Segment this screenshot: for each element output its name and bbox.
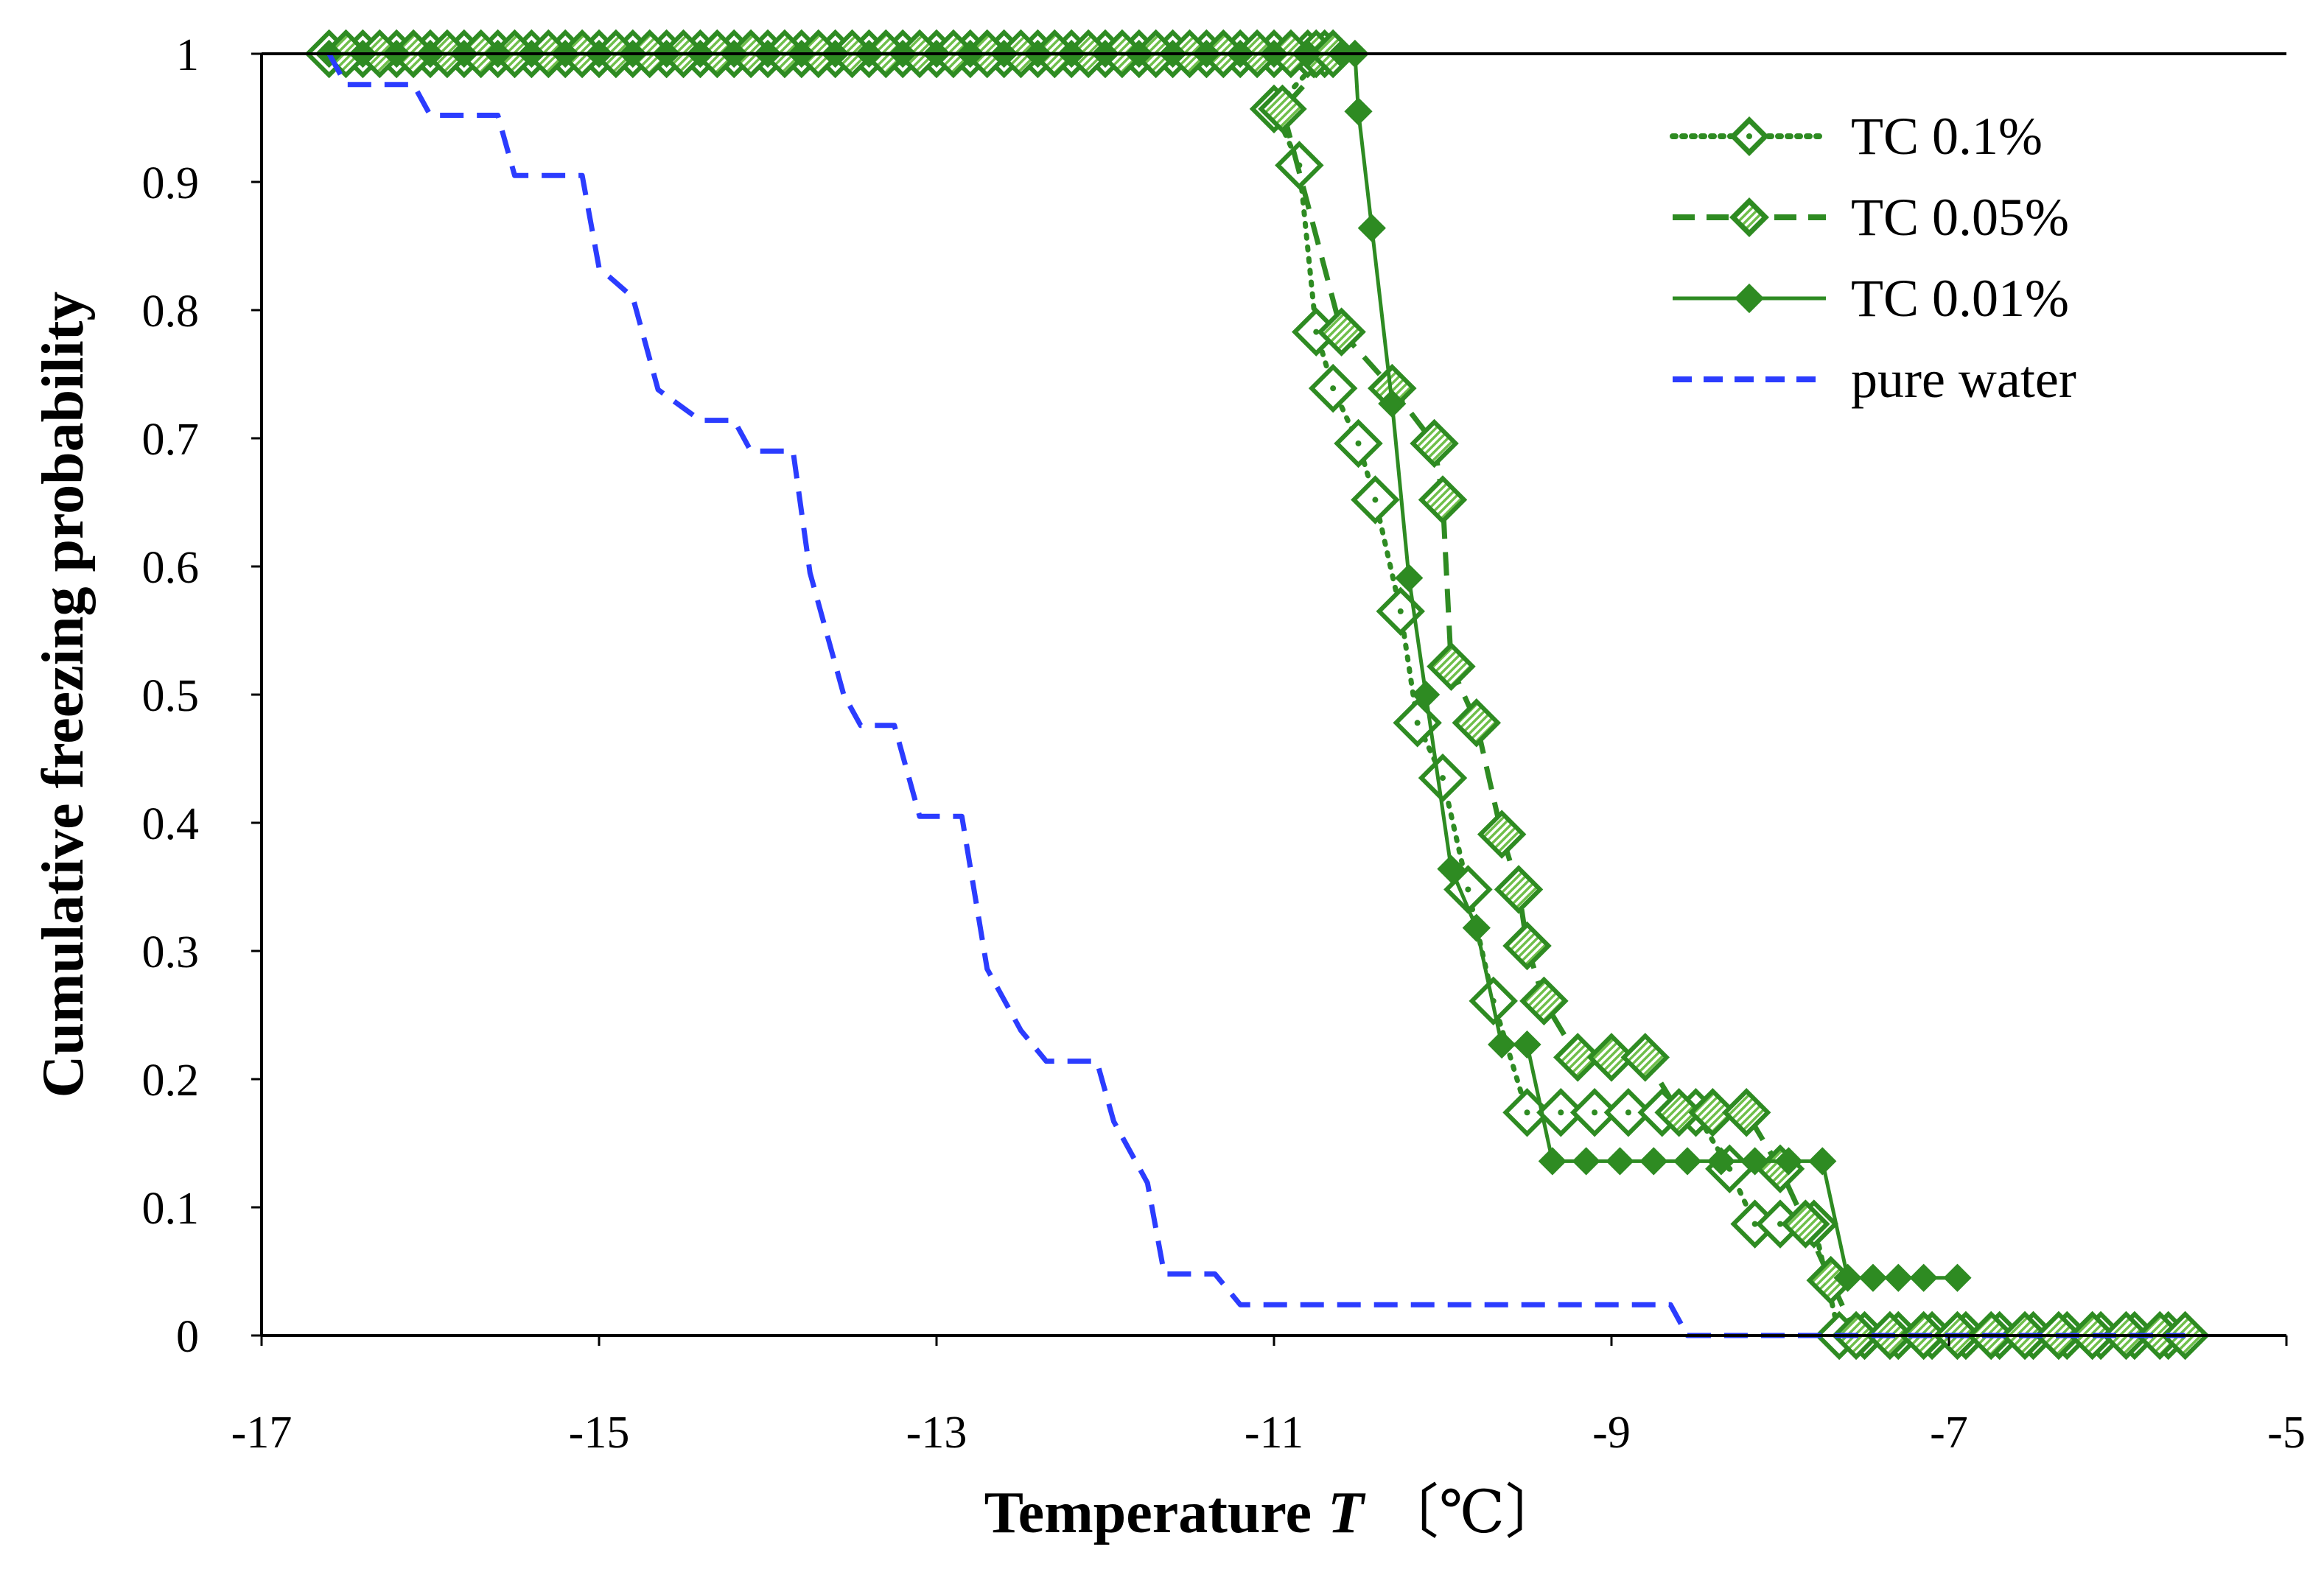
legend-item-tc-0-1: TC 0.1%: [1670, 107, 2043, 166]
data-point: [1858, 1263, 1888, 1292]
data-point: [1462, 913, 1491, 942]
legend: TC 0.1% TC 0.05% TC 0.01% pure water: [1670, 107, 2076, 409]
data-point-dot: [1414, 720, 1421, 726]
data-point: [1513, 1030, 1541, 1059]
x-tick-label: -9: [1592, 1408, 1631, 1458]
data-point: [1707, 1147, 1735, 1176]
data-point: [1477, 810, 1527, 859]
data-point: [1781, 1199, 1830, 1249]
x-axis-title-text: Temperature: [984, 1481, 1312, 1545]
x-tick-label: -17: [231, 1408, 293, 1458]
data-point-dot: [1372, 496, 1379, 503]
data-point: [1654, 1087, 1704, 1137]
legend-item-tc-0-05: TC 0.05%: [1673, 188, 2069, 247]
data-point: [1688, 1087, 1737, 1137]
y-tick-label: 0.3: [142, 927, 200, 977]
legend-item-tc-0-01: TC 0.01%: [1673, 269, 2069, 328]
legend-label-tc-0-01: TC 0.01%: [1851, 269, 2069, 328]
data-point: [1395, 564, 1424, 592]
data-point: [1606, 1147, 1634, 1176]
legend-marker-tc-0-01: [1734, 283, 1765, 314]
data-point: [1808, 1147, 1837, 1176]
data-point: [1344, 97, 1373, 126]
y-tick-label: 0: [176, 1312, 199, 1362]
data-point: [1673, 1147, 1702, 1176]
data-point: [1833, 1263, 1862, 1292]
data-point: [1943, 1263, 1972, 1292]
data-point: [1410, 418, 1459, 468]
y-tick-label: 0.9: [142, 158, 200, 208]
x-tick-label: -13: [906, 1408, 967, 1458]
data-point-dot: [1751, 1221, 1758, 1227]
x-axis-title: Temperature T 〔℃〕: [984, 1481, 1564, 1545]
data-point: [1572, 1147, 1600, 1176]
y-tick-label: 0.6: [142, 543, 200, 593]
y-tick-label: 1: [176, 30, 199, 80]
data-point: [1884, 1263, 1913, 1292]
data-point: [1418, 475, 1468, 524]
y-tick-label: 0.2: [142, 1056, 200, 1106]
legend-marker-tc-0-05: [1729, 197, 1769, 237]
data-point: [1538, 1147, 1567, 1176]
legend-item-pure-water: pure water: [1673, 350, 2076, 409]
data-point-dot: [1330, 385, 1337, 392]
legend-label-tc-0-05: TC 0.05%: [1851, 188, 2069, 247]
data-point: [1553, 1033, 1603, 1082]
data-point-dot: [1440, 775, 1446, 782]
data-point: [1357, 214, 1386, 242]
x-tick-labels: -17 -15 -13 -11 -9 -7 -5: [231, 1408, 2306, 1458]
series-tc-0-05: [321, 29, 2210, 1361]
data-point: [1909, 1263, 1938, 1292]
data-point: [1452, 698, 1502, 748]
data-point: [1411, 680, 1441, 709]
y-tick-label: 0.4: [142, 799, 200, 849]
series-layer: [304, 29, 2210, 1361]
data-point: [1519, 976, 1569, 1026]
data-point-dot: [1313, 329, 1320, 335]
data-point: [1494, 865, 1544, 914]
data-point: [1586, 1033, 1637, 1082]
data-point-dot: [1524, 1109, 1530, 1116]
data-point: [1774, 1147, 1803, 1176]
y-axis-title: Cumulative freezing probability: [31, 292, 96, 1098]
y-tick-label: 0.1: [142, 1184, 200, 1234]
data-point: [1502, 921, 1552, 971]
data-point: [1721, 1087, 1771, 1137]
data-point: [1620, 1033, 1670, 1082]
x-axis-title-unit: 〔℃〕: [1380, 1481, 1564, 1545]
data-point-dot: [1777, 1221, 1783, 1227]
data-point-dot: [1592, 1109, 1598, 1116]
data-point: [1639, 1147, 1668, 1176]
series-pure-water: [326, 52, 2185, 1338]
data-point: [1258, 84, 1307, 134]
axes-layer: [251, 52, 2288, 1346]
x-tick-label: -11: [1245, 1408, 1303, 1458]
data-point-dot: [1558, 1109, 1564, 1116]
legend-label-pure-water: pure water: [1851, 350, 2076, 409]
data-point-dot: [1355, 440, 1362, 446]
data-point: [1488, 1030, 1516, 1059]
legend-label-tc-0-1: TC 0.1%: [1851, 107, 2043, 166]
data-point-dot: [1465, 886, 1471, 893]
y-tick-label: 0.7: [142, 415, 200, 465]
y-tick-labels: 0 0.1 0.2 0.3 0.4 0.5 0.6 0.7 0.8 0.9 1: [142, 30, 200, 1362]
y-tick-label: 0.5: [142, 671, 200, 721]
series-line-pure-water: [326, 52, 2185, 1338]
data-point: [1437, 854, 1466, 883]
x-axis-title-symbol: T: [1328, 1481, 1366, 1545]
y-tick-label: 0.8: [142, 287, 200, 337]
x-tick-label: -7: [1930, 1408, 1968, 1458]
x-tick-label: -5: [2267, 1408, 2306, 1458]
data-point-dot: [1397, 608, 1404, 614]
data-point: [1378, 389, 1407, 418]
data-point: [1740, 1147, 1769, 1176]
x-tick-label: -15: [569, 1408, 630, 1458]
data-point-dot: [1625, 1109, 1631, 1116]
data-point: [1427, 642, 1476, 691]
data-point: [1317, 307, 1366, 357]
